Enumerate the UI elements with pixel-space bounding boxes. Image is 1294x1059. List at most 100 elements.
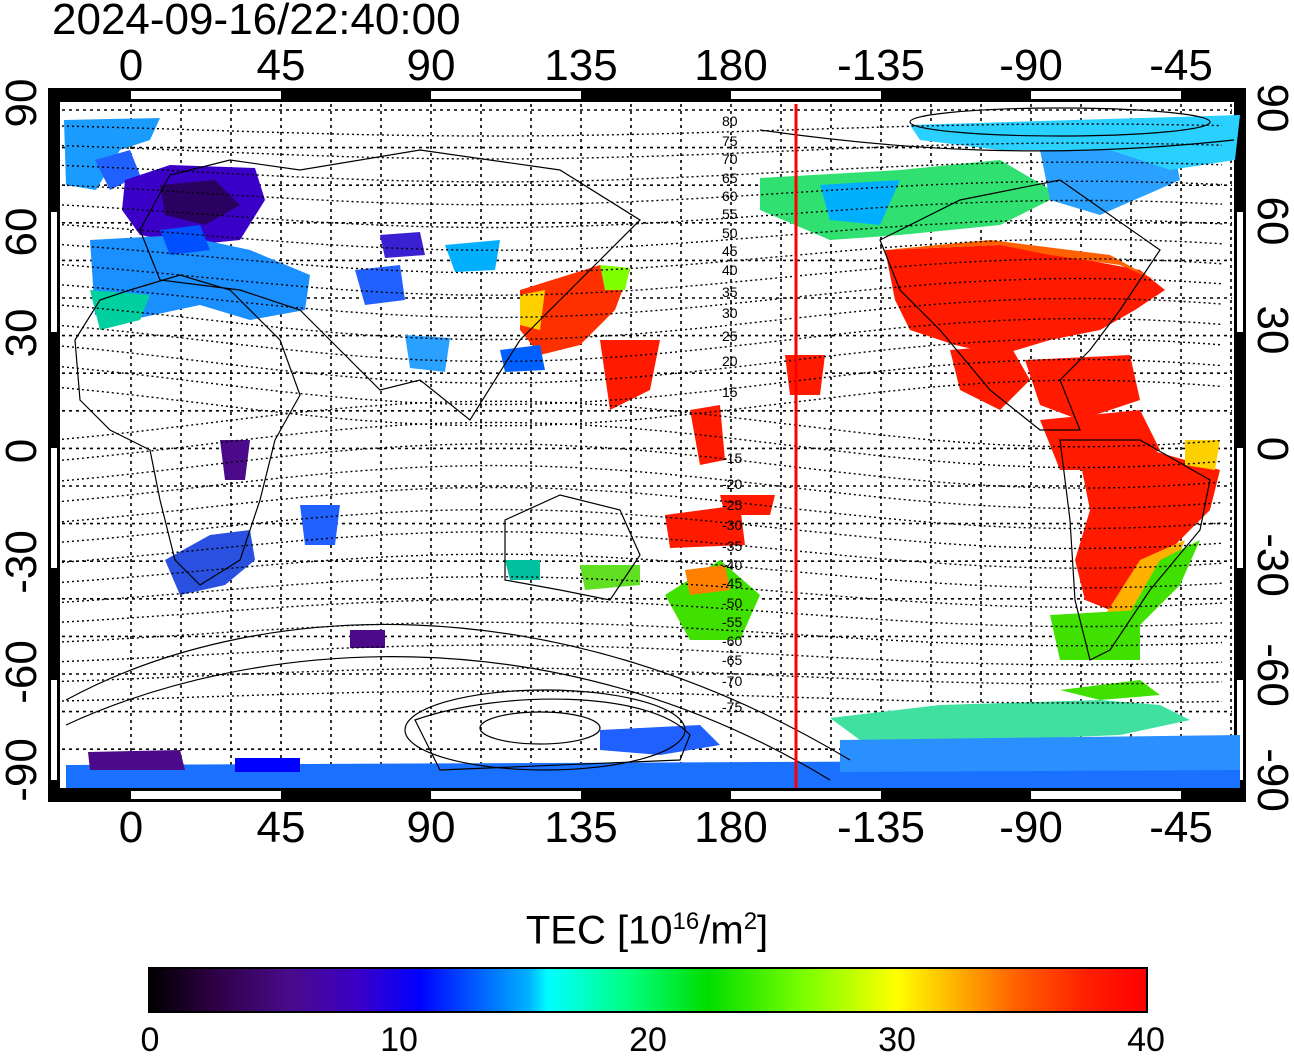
tec-patch xyxy=(350,630,385,648)
contour-label: -60 xyxy=(722,633,742,649)
dotted-contour xyxy=(61,199,1223,229)
lon-tick-top: 135 xyxy=(544,41,618,90)
tec-patch xyxy=(830,700,1190,740)
lon-tick-bottom: 45 xyxy=(256,803,306,852)
contour-label: -15 xyxy=(722,450,742,466)
dotted-contour xyxy=(61,667,1223,685)
contour-label: 20 xyxy=(722,353,738,369)
tec-patch xyxy=(220,440,250,480)
lon-tick-top: 180 xyxy=(694,41,768,90)
contour-label: -50 xyxy=(722,595,742,611)
colorbar-tick: 40 xyxy=(1127,1021,1165,1059)
dotted-contour xyxy=(61,123,1223,137)
colorbar-title-suffix: ] xyxy=(757,908,769,953)
lon-tick-bottom: -135 xyxy=(836,803,926,852)
tec-patch xyxy=(600,725,720,755)
colorbar-title: TEC [1016/m2] xyxy=(0,898,1294,954)
contour-line xyxy=(65,656,831,781)
tec-patch xyxy=(445,240,500,272)
antarctica-coast xyxy=(414,698,691,771)
tec-patch xyxy=(380,232,425,258)
contour-label: 45 xyxy=(722,243,738,259)
lon-tick-top: -90 xyxy=(999,41,1063,90)
lon-tick-bottom: 90 xyxy=(406,803,456,852)
eurasia-coast xyxy=(139,149,641,421)
contour-label: 15 xyxy=(722,384,738,400)
dotted-contour xyxy=(61,258,1223,296)
tec-patch xyxy=(500,345,545,372)
contour-label: -40 xyxy=(722,557,742,573)
colorbar-tick: 20 xyxy=(629,1021,667,1059)
tec-patch xyxy=(160,180,240,225)
contour-line xyxy=(65,623,851,761)
colorbar-tick: 10 xyxy=(380,1021,418,1059)
contour-labels: 80 75 70 65 60 55 50 45 40 35 30 25 20 15 -15 -20 -25 -30… xyxy=(722,113,742,715)
dotted-contour xyxy=(61,576,1223,608)
south-america-coast xyxy=(1059,439,1211,661)
tec-patch xyxy=(1075,450,1220,610)
contour-label: -70 xyxy=(722,673,742,689)
contour-label: -75 xyxy=(722,699,742,715)
colorbar-title-mid: /m xyxy=(699,908,744,953)
dotted-contour xyxy=(61,443,1223,489)
australia-coast xyxy=(504,494,641,601)
coastlines xyxy=(74,149,1211,771)
tec-patch xyxy=(950,345,1030,410)
tec-patch xyxy=(885,240,1155,280)
dotted-contour xyxy=(61,553,1223,589)
tec-patches xyxy=(64,115,1240,788)
tec-patch xyxy=(665,505,745,548)
tec-patch xyxy=(910,115,1240,170)
lon-tick-top: 45 xyxy=(256,41,306,90)
lon-tick-bottom: 180 xyxy=(694,803,768,852)
dotted-contour xyxy=(61,219,1223,251)
colorbar-tick: 30 xyxy=(878,1021,916,1059)
lon-tick-top: -45 xyxy=(1149,41,1213,90)
tec-patch xyxy=(1025,355,1140,420)
dotted-contour xyxy=(61,508,1223,550)
map-border-top xyxy=(48,88,1246,102)
plot-area xyxy=(60,102,1234,788)
tec-patch xyxy=(235,758,300,772)
dotted-contour xyxy=(61,644,1223,666)
dotted-contour xyxy=(61,400,1223,448)
contour-label: 60 xyxy=(722,188,738,204)
contour-label: 50 xyxy=(722,225,738,241)
border-segments xyxy=(51,91,1243,799)
dotted-contour xyxy=(61,161,1223,183)
tec-patch xyxy=(580,565,640,590)
tec-patch xyxy=(820,180,900,225)
dotted-contour xyxy=(61,238,1223,274)
tec-patch xyxy=(1185,440,1220,470)
contour-label: 75 xyxy=(722,133,738,149)
contour-label: 35 xyxy=(722,284,738,300)
lon-tick-top: 90 xyxy=(406,41,456,90)
lon-tick-bottom: 135 xyxy=(544,803,618,852)
contour-label: 80 xyxy=(722,113,738,129)
contour-label: 25 xyxy=(722,328,738,344)
dotted-contour xyxy=(61,180,1223,206)
contour-label: -35 xyxy=(722,538,742,554)
tec-patch xyxy=(520,265,630,355)
contour-label: -30 xyxy=(722,517,742,533)
tec-patch xyxy=(520,290,545,330)
contour-line xyxy=(759,129,1235,152)
dotted-contour xyxy=(61,277,1223,319)
contour-ellipse xyxy=(909,107,1211,137)
tec-patch xyxy=(1060,680,1160,700)
dotted-contour xyxy=(61,464,1223,510)
lon-tick-bottom: -45 xyxy=(1149,803,1213,852)
dotted-contour xyxy=(61,486,1223,530)
map-border-bottom xyxy=(48,788,1246,802)
colorbar-title-exp2: 2 xyxy=(743,908,758,935)
tec-patch xyxy=(355,265,405,305)
contour-label: -55 xyxy=(722,614,742,630)
tec-patch xyxy=(690,405,725,465)
tec-colorbar xyxy=(148,967,1148,1013)
dotted-contour xyxy=(61,317,1223,363)
colorbar-title-prefix: TEC [10 xyxy=(525,908,673,953)
dotted-contour xyxy=(61,690,1223,704)
tec-patch xyxy=(64,118,160,190)
contour-ellipse xyxy=(479,711,601,745)
dotted-contour xyxy=(61,297,1223,341)
